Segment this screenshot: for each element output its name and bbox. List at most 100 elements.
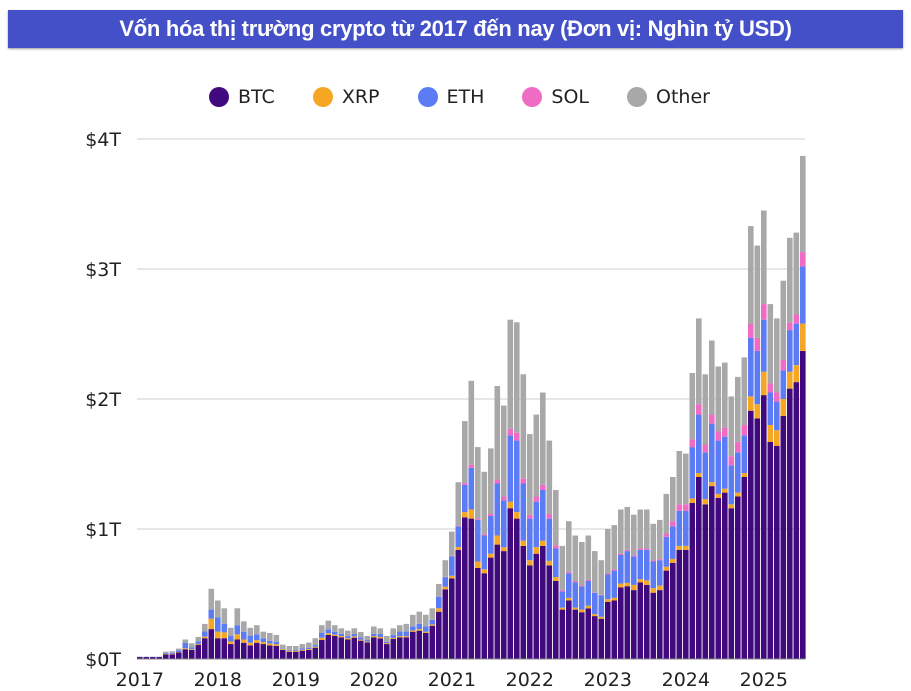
bar-segment-sol-2022-04 bbox=[546, 514, 553, 519]
bar-segment-btc-2020-05 bbox=[397, 637, 403, 659]
bar-segment-btc-2022-02 bbox=[533, 553, 540, 659]
bar-segment-xrp-2022-12 bbox=[598, 616, 605, 619]
bar-segment-xrp-2018-08 bbox=[260, 642, 267, 645]
bar-segment-eth-2020-01 bbox=[371, 633, 377, 636]
legend-label: Other bbox=[656, 86, 710, 108]
bar-segment-sol-2023-03 bbox=[618, 553, 624, 555]
legend-swatch-eth bbox=[417, 87, 438, 107]
bar-segment-eth-2020-03 bbox=[384, 641, 390, 644]
bar-segment-xrp-2025-01 bbox=[761, 371, 767, 396]
bar-segment-eth-2023-03 bbox=[618, 555, 624, 584]
bar-segment-sol-2022-02 bbox=[533, 496, 540, 502]
bar-segment-xrp-2018-01 bbox=[215, 631, 221, 639]
bar-segment-xrp-2024-09 bbox=[735, 492, 741, 497]
bar-segment-xrp-2023-11 bbox=[670, 558, 676, 563]
bar-segment-xrp-2020-01 bbox=[371, 635, 377, 638]
bar-segment-eth-2019-05 bbox=[319, 633, 325, 638]
bar-segment-btc-2021-10 bbox=[507, 508, 514, 659]
bar-segment-other-2021-12 bbox=[520, 374, 527, 479]
bar-segment-sol-2024-04 bbox=[702, 444, 709, 453]
bar-segment-xrp-2019-12 bbox=[364, 641, 371, 643]
bar-segment-eth-2021-01 bbox=[449, 556, 455, 576]
bar-segment-xrp-2022-09 bbox=[579, 609, 585, 613]
bar-segment-xrp-2025-04 bbox=[780, 399, 787, 416]
bar-segment-eth-2021-02 bbox=[455, 526, 462, 548]
bar-segment-eth-2021-07 bbox=[488, 516, 494, 554]
bar-segment-sol-2022-07 bbox=[566, 571, 572, 574]
bar-segment-eth-2018-05 bbox=[241, 631, 247, 640]
bar-segment-other-2021-10 bbox=[507, 319, 514, 429]
bar-segment-xrp-2017-11 bbox=[202, 636, 208, 639]
bar-segment-eth-2018-06 bbox=[247, 635, 254, 643]
bar-segment-sol-2024-03 bbox=[696, 404, 702, 415]
bar-segment-btc-2020-08 bbox=[416, 630, 423, 659]
bar-segment-xrp-2017-12 bbox=[208, 618, 215, 630]
bar-segment-xrp-2021-03 bbox=[462, 512, 468, 518]
bar-segment-eth-2017-09 bbox=[189, 647, 195, 650]
bar-segment-xrp-2019-07 bbox=[332, 634, 338, 636]
bar-segment-xrp-2023-04 bbox=[624, 582, 631, 587]
bar-segment-btc-2023-06 bbox=[637, 582, 644, 659]
bar-segment-sol-2022-08 bbox=[572, 581, 579, 583]
bar-segment-sol-2022-09 bbox=[579, 585, 585, 587]
bar-segment-sol-2021-07 bbox=[488, 514, 494, 516]
bar-segment-other-2020-07 bbox=[410, 614, 416, 627]
bar-segment-eth-2020-04 bbox=[390, 635, 397, 638]
bar-segment-xrp-2020-08 bbox=[416, 629, 423, 631]
bar-segment-btc-2025-06 bbox=[793, 382, 800, 659]
bar-segment-btc-2019-09 bbox=[345, 639, 351, 659]
bar-segment-btc-2020-07 bbox=[410, 631, 416, 659]
bar-segment-xrp-2023-05 bbox=[631, 584, 637, 591]
bar-segment-btc-2019-02 bbox=[299, 650, 306, 659]
legend: BTC XRP ETH SOL Other bbox=[0, 86, 911, 108]
bar-segment-eth-2024-05 bbox=[709, 423, 715, 483]
bar-segment-btc-2022-03 bbox=[540, 545, 546, 659]
bar-segment-sol-2022-05 bbox=[553, 545, 559, 549]
bar-segment-other-2019-03 bbox=[306, 642, 312, 648]
bar-segment-eth-2024-07 bbox=[722, 436, 728, 489]
bar-segment-btc-2023-09 bbox=[657, 590, 663, 659]
bar-segment-btc-2021-08 bbox=[494, 544, 501, 659]
bar-segment-xrp-2024-04 bbox=[702, 499, 709, 505]
bar-segment-xrp-2019-02 bbox=[299, 649, 306, 651]
bar-segment-btc-2025-02 bbox=[767, 441, 774, 659]
y-tick-label: $2T bbox=[85, 389, 121, 411]
bar-segment-other-2020-10 bbox=[429, 608, 436, 620]
bar-segment-xrp-2020-07 bbox=[410, 630, 416, 632]
bar-segment-btc-2017-09 bbox=[189, 649, 195, 659]
bar-segment-xrp-2019-09 bbox=[345, 638, 351, 640]
bar-segment-eth-2020-05 bbox=[397, 631, 403, 637]
bar-segment-sol-2022-01 bbox=[527, 514, 533, 519]
bar-segment-eth-2017-10 bbox=[195, 641, 202, 644]
bar-segment-other-2024-12 bbox=[754, 245, 761, 338]
bar-segment-xrp-2022-08 bbox=[572, 607, 579, 610]
bar-segment-other-2018-06 bbox=[247, 627, 254, 636]
bar-segment-btc-2022-08 bbox=[572, 609, 579, 659]
bar-segment-sol-2023-01 bbox=[605, 573, 611, 575]
bar-segment-btc-2021-11 bbox=[514, 518, 520, 659]
bar-segment-eth-2018-02 bbox=[221, 623, 228, 633]
x-tick-label: 2023 bbox=[584, 669, 632, 691]
bar-segment-other-2018-09 bbox=[267, 633, 273, 641]
bar-segment-btc-2018-09 bbox=[267, 645, 273, 659]
bar-segment-btc-2021-05 bbox=[475, 568, 481, 659]
bar-segment-other-2022-05 bbox=[553, 490, 559, 546]
bar-segment-sol-2024-05 bbox=[709, 414, 715, 424]
bar-segment-sol-2021-10 bbox=[507, 428, 514, 436]
bar-segment-btc-2017-10 bbox=[195, 644, 202, 659]
bar-segment-btc-2024-01 bbox=[683, 549, 689, 659]
bar-segment-btc-2025-01 bbox=[761, 395, 767, 659]
bar-segment-other-2018-12 bbox=[286, 646, 293, 650]
bar-segment-btc-2018-11 bbox=[280, 649, 286, 659]
bar-segment-btc-2018-02 bbox=[221, 638, 228, 659]
bar-segment-btc-2017-01 bbox=[137, 657, 143, 659]
bar-segment-xrp-2019-05 bbox=[319, 637, 325, 641]
bar-segment-other-2021-02 bbox=[455, 482, 462, 526]
bar-segment-eth-2022-03 bbox=[540, 490, 546, 541]
y-tick-label: $1T bbox=[85, 519, 121, 541]
bar-segment-sol-2024-01 bbox=[683, 504, 689, 511]
bar-segment-btc-2020-12 bbox=[442, 589, 449, 659]
bar-segment-other-2021-07 bbox=[488, 448, 494, 515]
bar-segment-sol-2021-02 bbox=[455, 525, 462, 527]
bar-segment-other-2022-12 bbox=[598, 560, 605, 595]
